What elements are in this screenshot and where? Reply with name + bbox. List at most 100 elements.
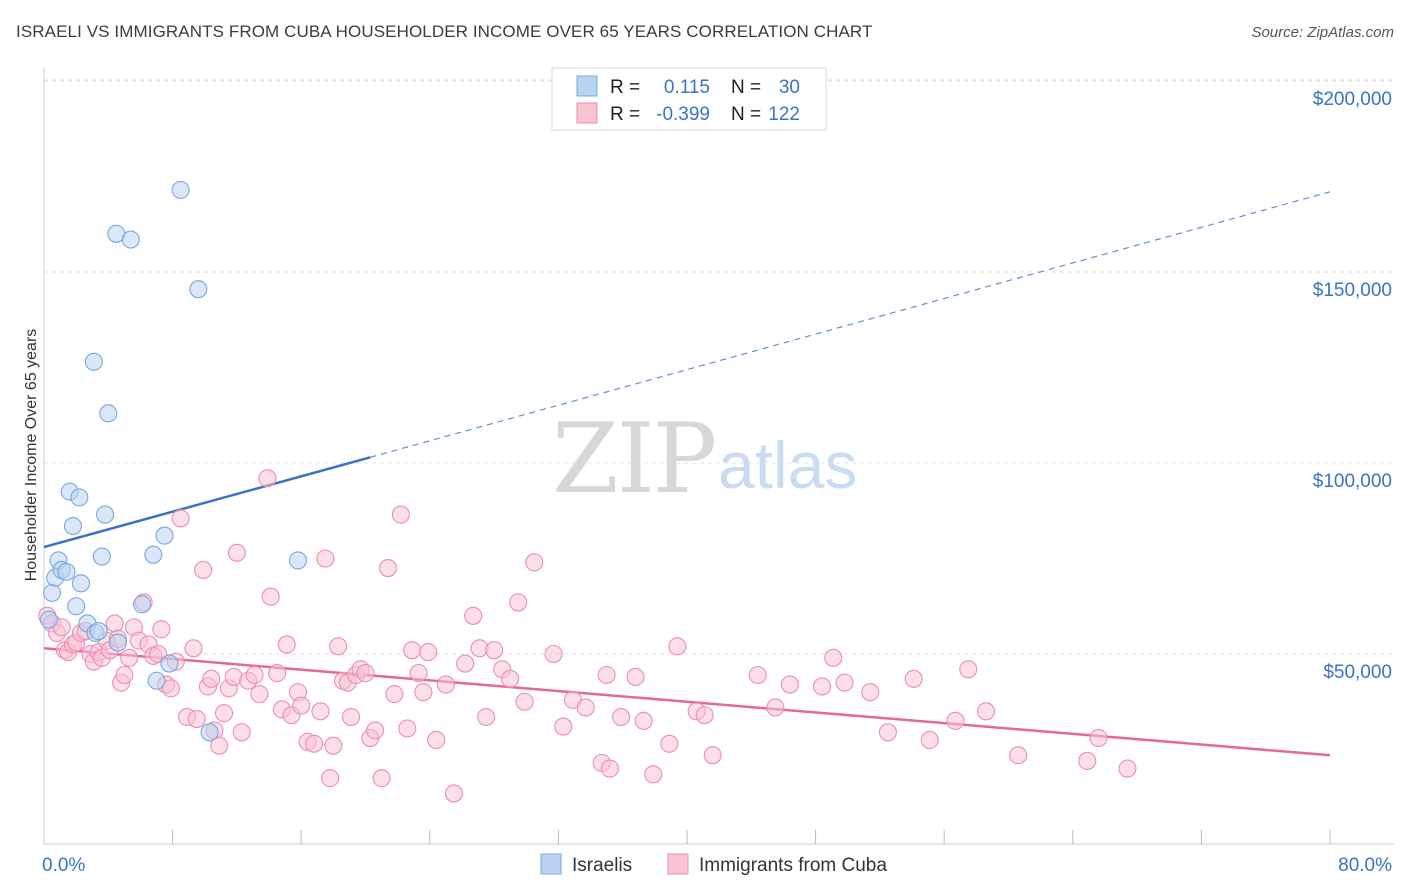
axes xyxy=(43,68,1394,845)
israelis-point xyxy=(108,633,127,652)
cuba-point xyxy=(464,606,483,625)
cuba-point xyxy=(292,696,311,715)
legend-r-value-israelis: 0.115 xyxy=(664,77,710,98)
cuba-point xyxy=(403,641,422,660)
cuba-point xyxy=(105,614,124,633)
cuba-point xyxy=(626,667,645,686)
cuba-point xyxy=(660,734,679,753)
israelis-point xyxy=(133,595,152,614)
legend-bottom-swatch-israelis xyxy=(540,853,562,875)
israelis-point xyxy=(42,583,62,602)
israelis-point xyxy=(160,654,179,673)
israelis-point xyxy=(39,610,58,629)
cuba-point xyxy=(210,736,229,755)
cuba-point xyxy=(1089,728,1108,748)
cuba-point xyxy=(258,469,277,488)
cuba-point xyxy=(277,635,296,654)
trend-lines xyxy=(43,191,1331,757)
cuba-point xyxy=(202,669,221,688)
source-credit: Source: ZipAtlas.com xyxy=(1251,24,1394,41)
cuba-point xyxy=(329,637,348,656)
cuba-point xyxy=(436,675,455,694)
cuba-point xyxy=(544,644,563,664)
cuba-point xyxy=(780,675,799,694)
cuba-point xyxy=(554,717,573,736)
cuba-point xyxy=(311,702,330,721)
israelis-point xyxy=(89,622,108,641)
cuba-point xyxy=(356,664,375,683)
cuba-point xyxy=(920,730,939,750)
trend-line-israelis xyxy=(43,456,371,549)
cuba-point xyxy=(668,637,687,656)
cuba-point xyxy=(946,711,965,730)
israelis-point xyxy=(84,352,103,371)
cuba-point xyxy=(372,769,391,788)
cuba-point xyxy=(245,665,264,685)
israelis-point xyxy=(99,404,118,423)
cuba-point xyxy=(232,723,251,742)
cuba-point xyxy=(904,669,923,688)
cuba-point xyxy=(824,648,843,667)
cuba-point xyxy=(612,707,631,727)
cuba-point xyxy=(378,558,398,578)
cuba-point xyxy=(391,505,410,524)
legend-r-value-cuba: -0.399 xyxy=(656,104,710,125)
y-tick-label: $150,000 xyxy=(1313,280,1392,301)
cuba-point xyxy=(341,707,361,727)
series-legend: Israelis Immigrants from Cuba xyxy=(540,853,887,876)
cuba-point xyxy=(509,593,528,612)
israelis-point xyxy=(70,488,89,507)
legend-box xyxy=(551,67,827,131)
cuba-point xyxy=(419,643,438,662)
israelis-point xyxy=(200,723,219,742)
cuba-point xyxy=(227,543,246,562)
cuba-point xyxy=(268,664,287,683)
israelis-point xyxy=(121,230,140,249)
legend-r-label-cuba: R = xyxy=(610,104,640,125)
correlation-legend: R = 0.115 N = 30 R = -0.399 N = 122 xyxy=(551,67,827,131)
cuba-point xyxy=(366,721,385,740)
israelis-point xyxy=(288,551,308,570)
trend-line-cuba xyxy=(43,647,1331,757)
israelis-point xyxy=(63,516,82,536)
cuba-point xyxy=(861,683,880,702)
cuba-point xyxy=(324,736,343,755)
cuba-point xyxy=(812,677,832,696)
cuba-point xyxy=(477,707,496,727)
watermark: ZIP atlas xyxy=(552,403,857,515)
cuba-point xyxy=(398,719,417,738)
cuba-point xyxy=(644,765,663,784)
y-tick-label: $50,000 xyxy=(1323,662,1392,683)
cuba-point xyxy=(261,587,280,606)
cuba-point xyxy=(250,685,269,704)
legend-bottom-israelis: Israelis xyxy=(572,855,632,876)
cuba-point xyxy=(748,665,767,685)
israelis-point xyxy=(71,574,91,593)
cuba-point xyxy=(171,509,190,528)
cuba-point xyxy=(1009,746,1028,765)
cuba-point xyxy=(600,759,619,778)
israelis-point xyxy=(96,505,115,524)
israelis-point xyxy=(171,180,190,199)
x-tick-labels: 0.0% 80.0% xyxy=(42,855,1392,876)
cuba-point xyxy=(427,730,446,750)
cuba-point xyxy=(152,620,171,639)
series-immigrants-from-cuba xyxy=(38,469,1137,803)
cuba-point xyxy=(184,639,203,658)
cuba-point xyxy=(385,685,404,704)
cuba-point xyxy=(878,723,897,742)
israelis-point xyxy=(155,526,174,545)
cuba-point xyxy=(161,679,181,698)
cuba-point xyxy=(766,698,785,717)
legend-n-value-israelis: 30 xyxy=(779,77,800,98)
cuba-point xyxy=(515,692,534,711)
cuba-point xyxy=(976,702,996,721)
x-tick-label-max: 80.0% xyxy=(1338,855,1392,876)
cuba-point xyxy=(695,706,714,725)
cuba-point xyxy=(316,549,335,568)
series-israelis xyxy=(39,180,308,742)
legend-bottom-swatch-cuba xyxy=(667,853,689,875)
watermark-atlas: atlas xyxy=(718,428,857,502)
israelis-point xyxy=(147,671,166,690)
